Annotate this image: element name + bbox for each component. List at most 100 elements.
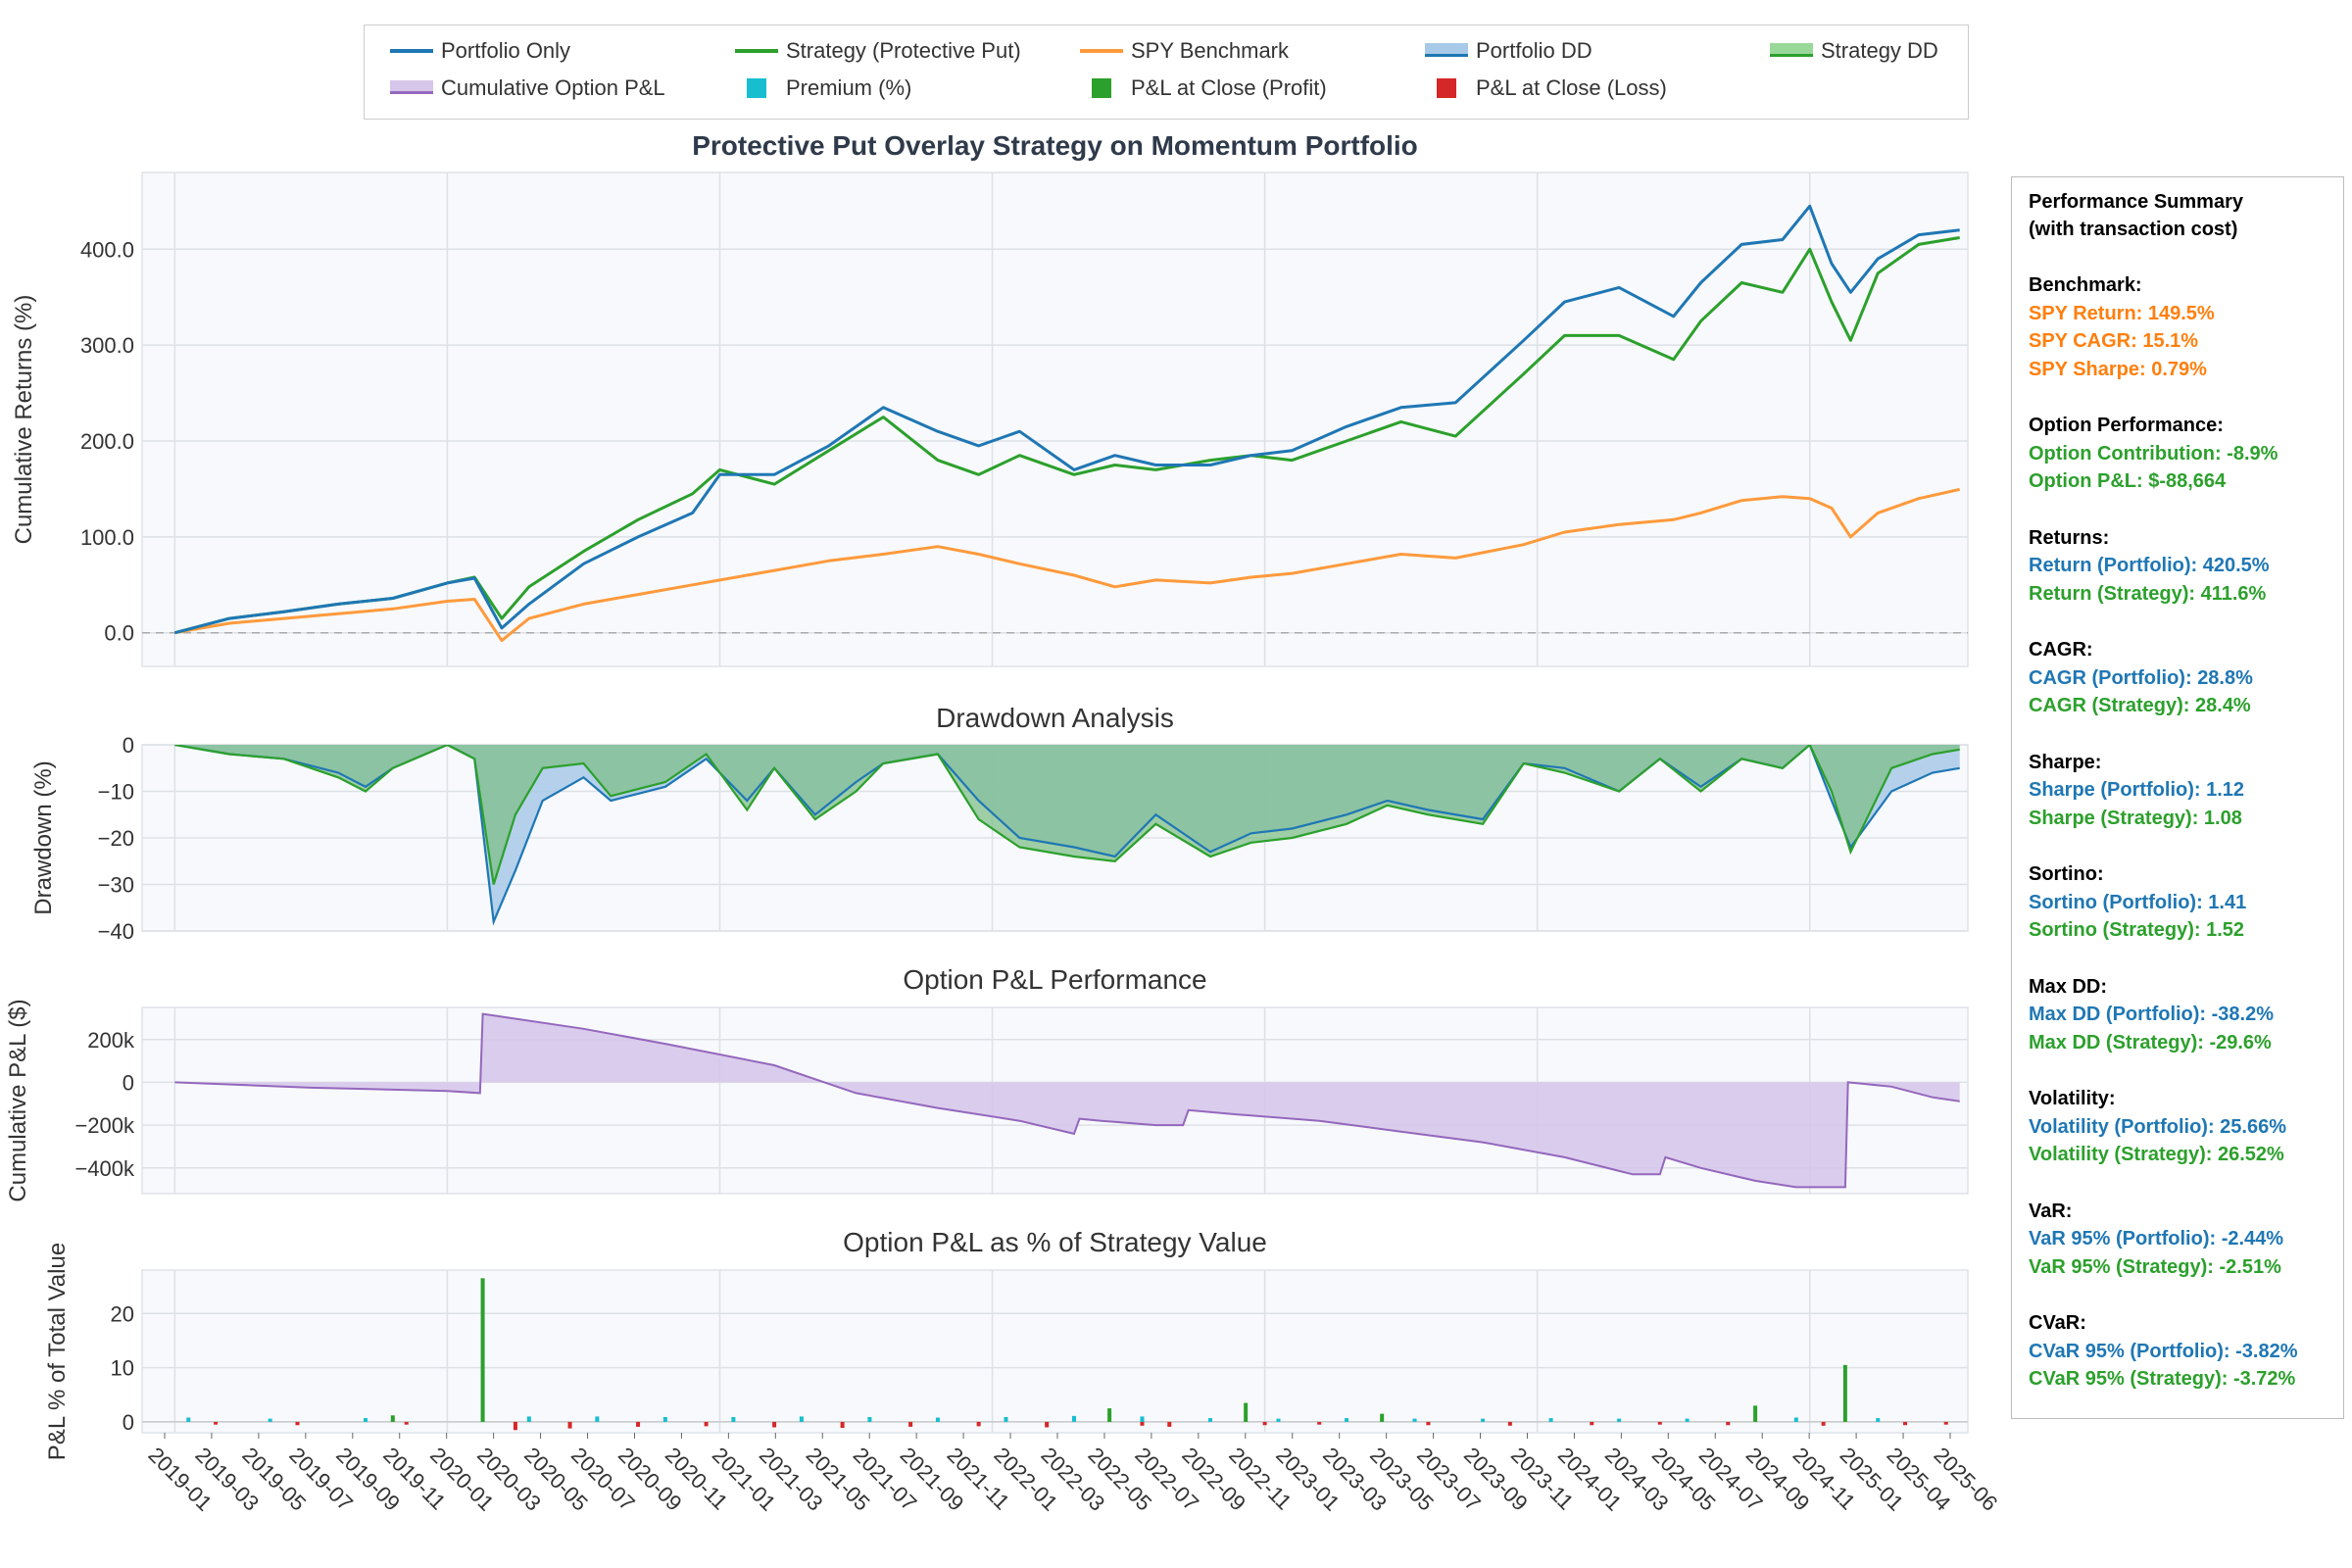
summary-metric: Sortino (Strategy): 1.52 [2029, 919, 2245, 941]
summary-metric: Sharpe (Portfolio): 1.12 [2029, 779, 2245, 801]
loss-bar [772, 1421, 777, 1428]
premium-bar [1345, 1418, 1349, 1422]
y-tick-label: −40 [98, 919, 134, 944]
loss-bar [513, 1421, 517, 1431]
legend-swatch [1425, 43, 1468, 57]
premium-bar [1207, 1418, 1212, 1422]
performance-summary: Performance Summary (with transaction cos… [2011, 176, 2344, 1419]
summary-metric: CAGR (Strategy): 28.4% [2029, 695, 2251, 716]
summary-metric: CVaR 95% (Portfolio): -3.82% [2029, 1340, 2298, 1362]
profit-bar [1244, 1402, 1249, 1422]
loss-bar [1903, 1421, 1908, 1426]
y-axis-label: Cumulative P&L ($) [5, 999, 31, 1201]
summary-metric: VaR 95% (Portfolio): -2.44% [2029, 1228, 2284, 1250]
premium-bar [867, 1416, 872, 1422]
summary-metric: Sharpe (Strategy): 1.08 [2029, 807, 2242, 829]
legend-label: Strategy (Protective Put) [786, 38, 1021, 63]
dd-line-0 [174, 745, 1960, 926]
loss-bar [404, 1421, 409, 1425]
legend-swatch [747, 78, 766, 98]
y-tick-label: 300.0 [80, 333, 134, 358]
loss-bar [1821, 1421, 1826, 1426]
premium-bar [1876, 1418, 1881, 1422]
y-axis-label: Cumulative Returns (%) [11, 295, 37, 545]
summary-metric: Max DD (Strategy): -29.6% [2029, 1031, 2272, 1054]
loss-bar [1507, 1421, 1512, 1426]
y-tick-label: 400.0 [80, 237, 134, 262]
panel-returns: 0.0 100.0 200.0 300.0 400.0 Protective Put Ov… [11, 130, 1969, 667]
legend-label: Strategy DD [1821, 38, 1938, 63]
legend-swatch [390, 80, 433, 94]
summary-section-header: CVaR: [2029, 1312, 2086, 1334]
legend-swatch [1437, 78, 1456, 98]
summary-section-header: Sharpe: [2029, 751, 2102, 773]
profit-bar [1842, 1364, 1847, 1422]
loss-bar [567, 1421, 572, 1429]
summary-metric: SPY CAGR: 15.1% [2029, 330, 2199, 352]
summary-metric: Option Contribution: -8.9% [2029, 442, 2278, 465]
y-tick-label: 0 [122, 1070, 134, 1095]
premium-bar [1140, 1416, 1145, 1422]
series-line-1 [174, 236, 1960, 635]
profit-bar [1753, 1405, 1758, 1422]
plot-body [142, 204, 1968, 643]
summary-metric: SPY Sharpe: 0.79% [2029, 358, 2207, 380]
loss-bar [295, 1421, 300, 1426]
summary-section-header: CAGR: [2029, 639, 2093, 661]
loss-bar [636, 1421, 641, 1427]
y-tick-label: 0.0 [104, 621, 134, 646]
profit-bar [390, 1415, 395, 1422]
legend-label: Portfolio DD [1476, 38, 1592, 63]
summary-section-header: Option Performance: [2029, 415, 2224, 436]
plot-body [142, 1278, 1968, 1431]
series-line-2 [174, 487, 1961, 643]
y-tick-label: 200.0 [80, 429, 134, 454]
premium-bar [1071, 1415, 1076, 1422]
y-tick-label: 10 [111, 1356, 134, 1381]
summary-section-header: Sortino: [2029, 863, 2104, 885]
loss-bar [1317, 1421, 1322, 1425]
summary-section-header: Returns: [2029, 526, 2110, 549]
summary-metric: Max DD (Portfolio): -38.2% [2029, 1004, 2275, 1025]
premium-bar [1276, 1418, 1281, 1422]
series-line-0 [174, 204, 1960, 635]
summary-metric: Volatility (Portfolio): 25.66% [2029, 1115, 2286, 1138]
plot-body [174, 1012, 1960, 1189]
legend-label: P&L at Close (Loss) [1476, 75, 1667, 100]
y-tick-label: 20 [111, 1301, 134, 1326]
chart-title: Protective Put Overlay Strategy on Momen… [692, 130, 1418, 161]
y-tick-label: 200k [87, 1028, 135, 1053]
premium-bar [268, 1418, 272, 1422]
loss-bar [840, 1421, 845, 1429]
panel-option_pct: 0 10 20 Option P&L as % of Strategy Value P&… [44, 1227, 2002, 1516]
legend: Portfolio Only Strategy (Protective Put) S… [364, 24, 1969, 120]
premium-bar [364, 1418, 368, 1422]
summary-section-header: VaR: [2029, 1200, 2073, 1222]
summary-subtitle: (with transaction cost) [2029, 219, 2238, 240]
legend-label: P&L at Close (Profit) [1131, 75, 1327, 100]
summary-metric: SPY Return: 149.5% [2029, 302, 2215, 324]
premium-bar [186, 1417, 191, 1422]
summary-title: Performance Summary [2029, 191, 2243, 213]
profit-bar [480, 1278, 485, 1422]
legend-label: Cumulative Option P&L [441, 75, 665, 100]
y-axis-label: Drawdown (%) [30, 760, 57, 914]
premium-bar [1685, 1418, 1690, 1422]
y-tick-label: −200k [74, 1113, 135, 1138]
legend-swatch [1092, 78, 1111, 98]
summary-metric: Return (Portfolio): 420.5% [2029, 555, 2270, 576]
y-tick-label: 0 [122, 1410, 134, 1435]
panel-option_pnl: 200k 0 −200k −400k Option P&L Performance Cum… [5, 964, 1969, 1202]
premium-bar [662, 1416, 667, 1422]
plot-area [141, 1269, 1969, 1434]
summary-metric: CAGR (Portfolio): 28.8% [2029, 666, 2253, 689]
plot-body [174, 745, 1960, 926]
premium-bar [1412, 1418, 1417, 1422]
loss-bar [704, 1421, 709, 1427]
y-tick-label: −30 [98, 873, 134, 898]
premium-bar [1548, 1418, 1553, 1422]
loss-bar [1045, 1421, 1050, 1428]
premium-bar [1793, 1417, 1798, 1422]
loss-bar [908, 1421, 913, 1427]
loss-bar [1590, 1421, 1594, 1426]
